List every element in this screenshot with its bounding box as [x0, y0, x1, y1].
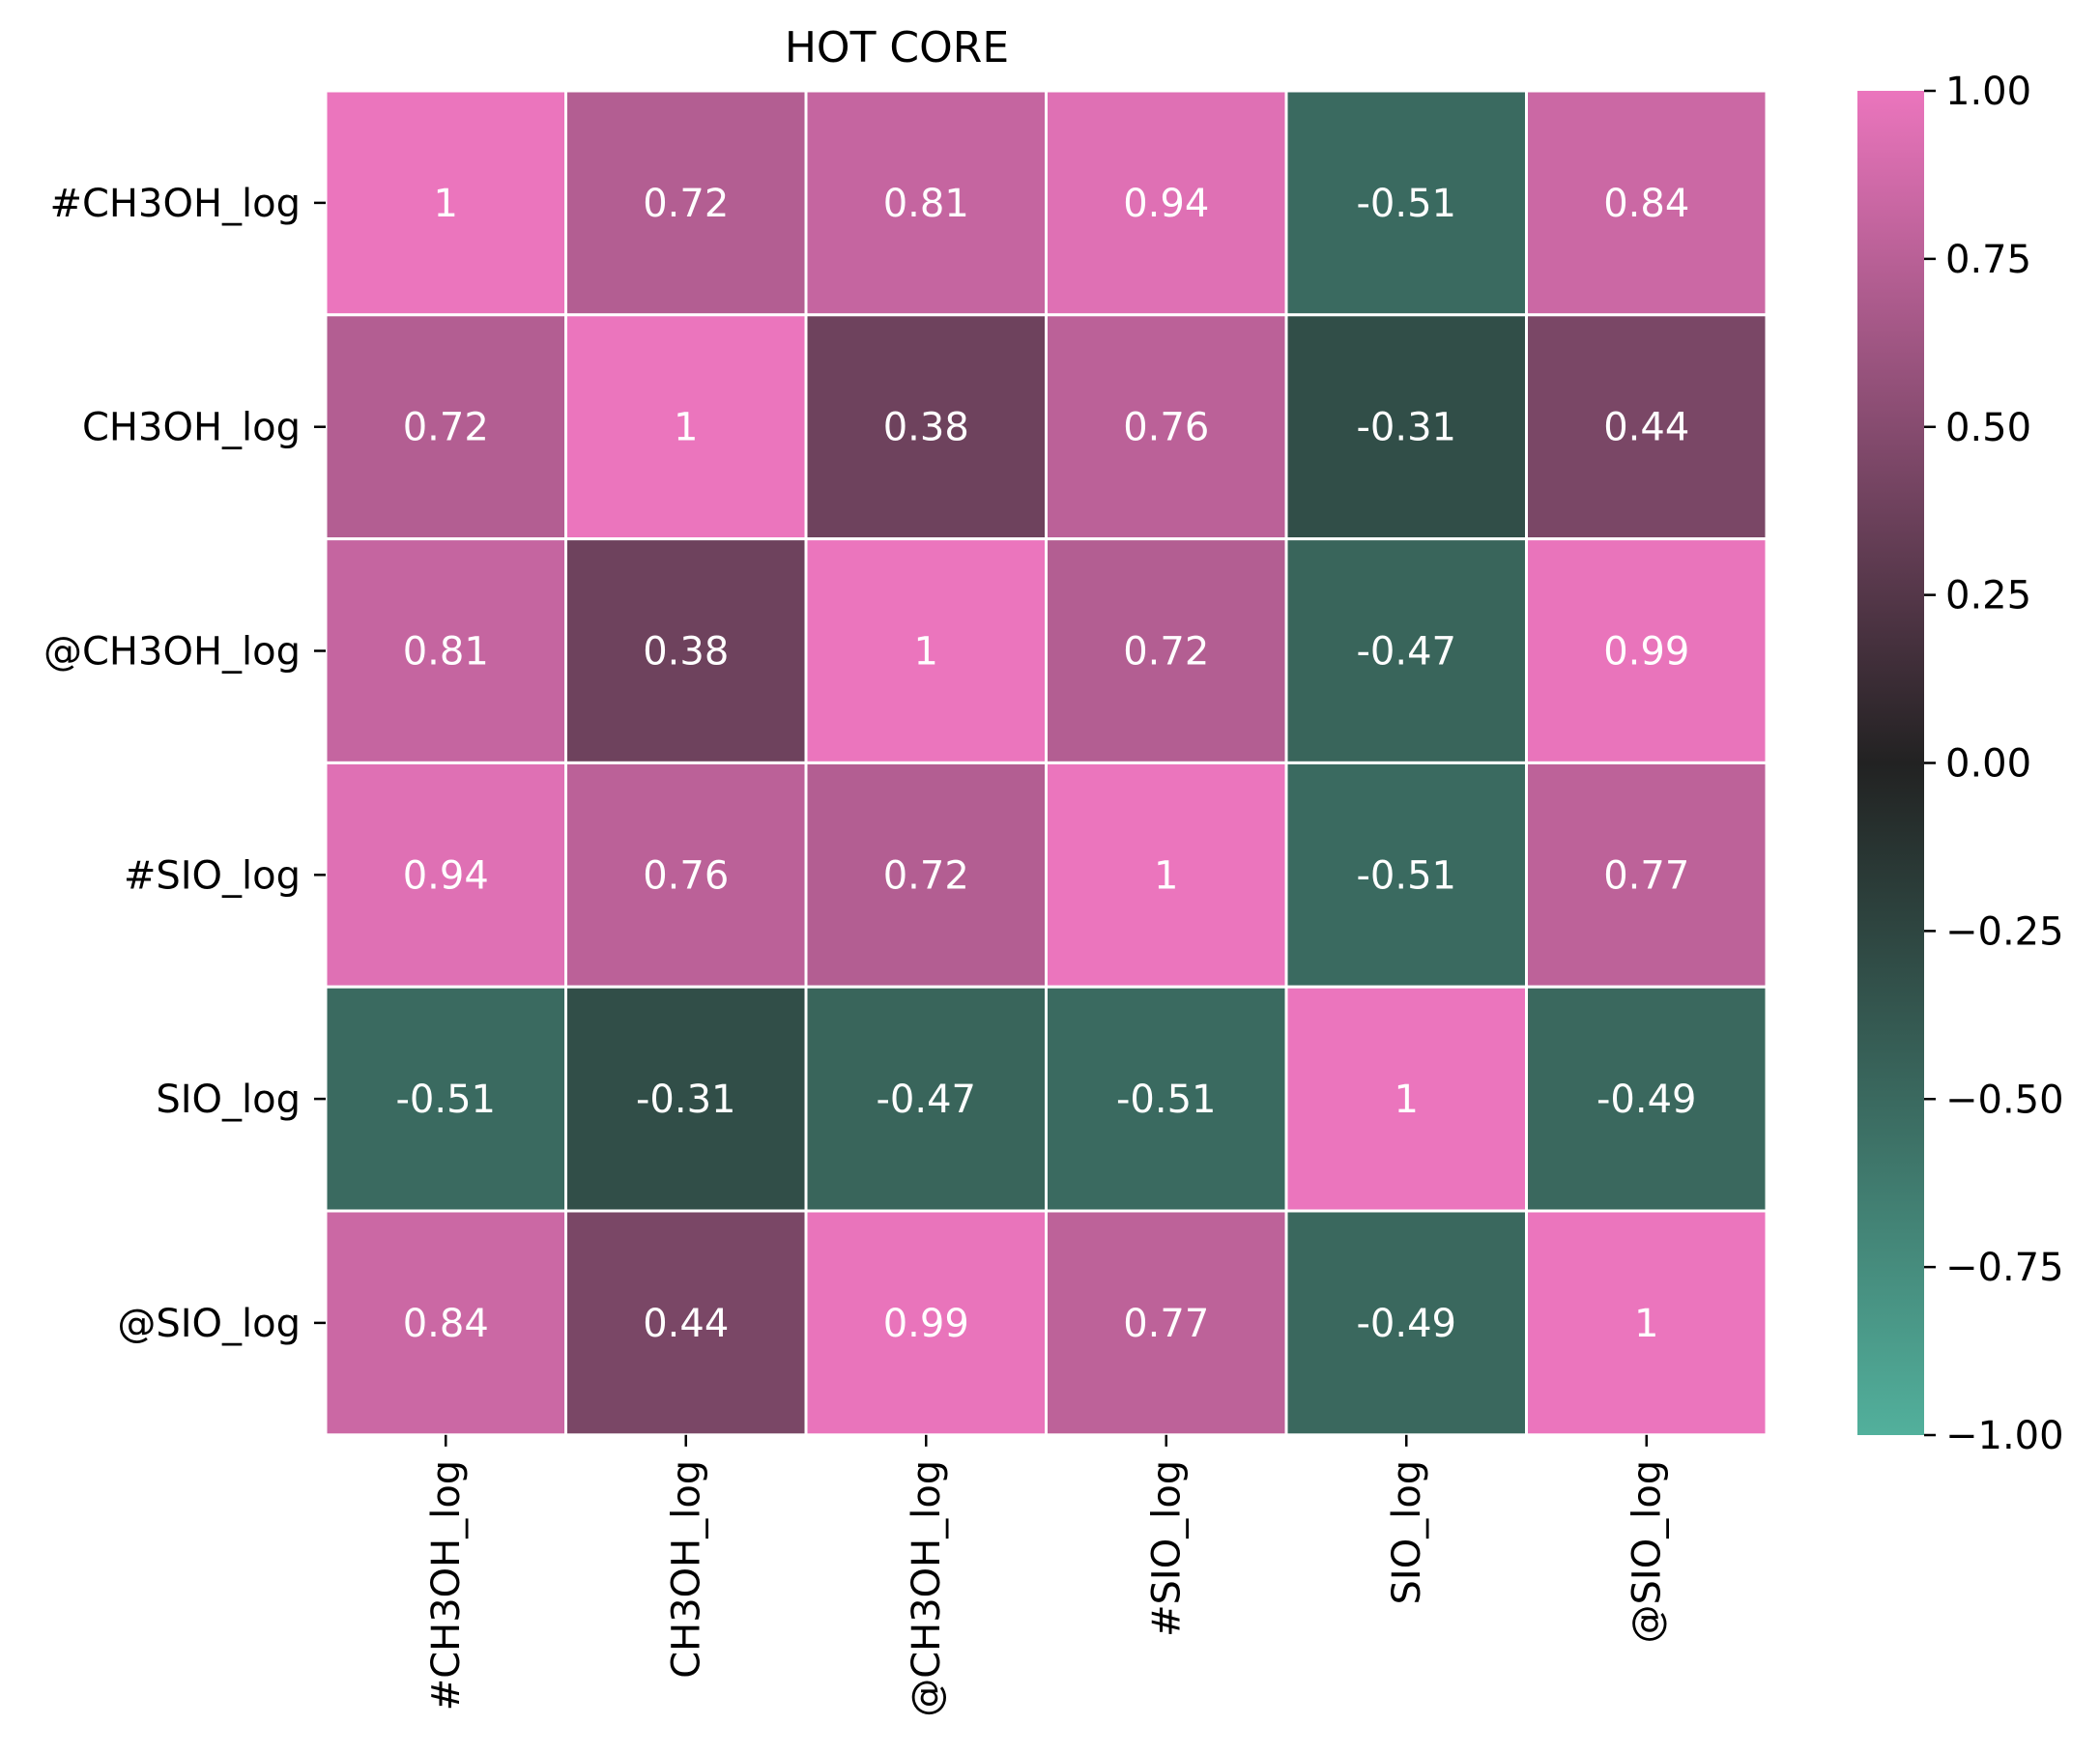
heatmap-cell-r5-c4 [1284, 1209, 1528, 1437]
cell-value-label-r4-c1: -0.31 [636, 1078, 736, 1122]
colorbar-tick-label-1: 0.75 [1945, 238, 2031, 282]
heatmap-cell-r5-c5 [1525, 1209, 1769, 1437]
heatmap-cell-r0-c4 [1284, 89, 1528, 317]
cell-value-label-r2-c0: 0.81 [403, 630, 489, 675]
cell-value-label-r0-c0: 1 [434, 182, 458, 226]
cell-value-label-r4-c5: -0.49 [1597, 1078, 1697, 1122]
heatmap-cell-r3-c3 [1045, 761, 1288, 989]
cell-value-label-r1-c0: 0.72 [403, 406, 489, 450]
y-tick-label-2: @CH3OH_log [43, 630, 301, 675]
heatmap-cell-r4-c3 [1045, 985, 1288, 1213]
cell-value-label-r2-c2: 1 [914, 630, 938, 675]
cell-value-label-r5-c3: 0.77 [1123, 1302, 1209, 1346]
x-tick-label-2: @CH3OH_log [905, 1460, 949, 1717]
cell-value-label-r0-c4: -0.51 [1357, 182, 1457, 226]
heatmap-cell-r3-c1 [564, 761, 808, 989]
x-axis-tick-labels: #CH3OH_log CH3OH_log @CH3OH_log #SIO_log SIO… [424, 1434, 1670, 1717]
cell-value-label-r2-c4: -0.47 [1357, 630, 1457, 675]
heatmap-cell-r2-c0 [324, 537, 567, 764]
cell-value-label-r5-c2: 0.99 [883, 1302, 969, 1346]
heatmap-cell-r5-c0 [324, 1209, 567, 1437]
y-tick-label-4: SIO_log [156, 1078, 301, 1122]
colorbar-tick-label-4: 0.00 [1945, 742, 2031, 787]
x-tick-label-5: @SIO_log [1625, 1460, 1670, 1644]
heatmap-cell-r4-c0 [324, 985, 567, 1213]
heatmap-cell-r3-c0 [324, 761, 567, 989]
cell-value-label-r3-c1: 0.76 [643, 853, 729, 898]
x-tick-label-4: SIO_log [1385, 1460, 1429, 1605]
heatmap-cell-r1-c5 [1525, 313, 1769, 541]
heatmap-cell-r3-c4 [1284, 761, 1528, 989]
y-tick-label-3: #SIO_log [124, 853, 301, 898]
y-tick-label-0: #CH3OH_log [49, 182, 301, 226]
cell-value-label-r0-c2: 0.81 [883, 182, 969, 226]
x-tick-label-1: CH3OH_log [665, 1460, 709, 1679]
colorbar-tick-label-0: 1.00 [1945, 70, 2031, 114]
heatmap-cell-r2-c4 [1284, 537, 1528, 764]
heatmap-cell-r1-c3 [1045, 313, 1288, 541]
heatmap-cell-r4-c2 [804, 985, 1048, 1213]
cell-value-label-r4-c4: 1 [1395, 1078, 1419, 1122]
colorbar-tick-label-8: −1.00 [1945, 1414, 2064, 1458]
colorbar-tick-label-6: −0.50 [1945, 1078, 2064, 1122]
heatmap-cell-r2-c3 [1045, 537, 1288, 764]
cell-value-label-r3-c3: 1 [1154, 853, 1178, 898]
heatmap-cell-r0-c2 [804, 89, 1048, 317]
cell-value-label-r1-c4: -0.31 [1357, 406, 1457, 450]
colorbar-tick-label-7: −0.75 [1945, 1246, 2064, 1290]
heatmap-cell-r3-c2 [804, 761, 1048, 989]
x-tick-label-3: #SIO_log [1145, 1460, 1190, 1637]
cell-value-label-r2-c1: 0.38 [643, 630, 729, 675]
heatmap-cell-r4-c5 [1525, 985, 1769, 1213]
heatmap-cell-r0-c3 [1045, 89, 1288, 317]
cell-value-label-r1-c3: 0.76 [1123, 406, 1209, 450]
cell-value-label-r0-c1: 0.72 [643, 182, 729, 226]
colorbar-tick-label-5: −0.25 [1945, 909, 2064, 954]
heatmap-cell-r3-c5 [1525, 761, 1769, 989]
y-tick-label-1: CH3OH_log [82, 406, 301, 450]
cell-value-label-r5-c0: 0.84 [403, 1302, 489, 1346]
cell-value-label-r3-c2: 0.72 [883, 853, 969, 898]
cell-value-label-r3-c0: 0.94 [403, 853, 489, 898]
cell-value-label-r3-c5: 0.77 [1603, 853, 1689, 898]
cell-value-label-r5-c5: 1 [1634, 1302, 1658, 1346]
colorbar-ticks: 1.00 0.75 0.50 0.25 0.00 −0.25 −0.50 −0.75 −1.00 [1924, 70, 2064, 1458]
cell-value-label-r5-c1: 0.44 [643, 1302, 729, 1346]
heatmap-cell-r4-c4 [1284, 985, 1528, 1213]
x-tick-label-0: #CH3OH_log [424, 1460, 469, 1711]
colorbar-tick-label-2: 0.50 [1945, 406, 2031, 450]
cell-value-label-r0-c5: 0.84 [1603, 182, 1689, 226]
cell-value-label-r1-c1: 1 [674, 406, 698, 450]
heatmap-cell-r0-c5 [1525, 89, 1769, 317]
cell-value-label-r4-c2: -0.47 [877, 1078, 977, 1122]
heatmap-cell-r1-c1 [564, 313, 808, 541]
heatmap-cell-r0-c0 [324, 89, 567, 317]
chart-title: HOT CORE [785, 23, 1009, 72]
cell-value-label-r2-c3: 0.72 [1123, 630, 1209, 675]
cell-value-label-r5-c4: -0.49 [1357, 1302, 1457, 1346]
cell-value-label-r0-c3: 0.94 [1123, 182, 1209, 226]
heatmap-cell-r0-c1 [564, 89, 808, 317]
colorbar-tick-label-3: 0.25 [1945, 574, 2031, 618]
cell-value-label-r4-c3: -0.51 [1116, 1078, 1217, 1122]
cell-value-label-r1-c2: 0.38 [883, 406, 969, 450]
heatmap-cells: 1 0.72 0.81 0.94 -0.51 0.84 0.72 1 0.38 0.76 -0.31… [324, 89, 1769, 1437]
colorbar: 1.00 0.75 0.50 0.25 0.00 −0.25 −0.50 −0.75 −1.00 [1857, 70, 2064, 1458]
heatmap-cell-r2-c5 [1525, 537, 1769, 764]
cell-value-label-r2-c5: 0.99 [1603, 630, 1689, 675]
cell-value-label-r1-c5: 0.44 [1603, 406, 1689, 450]
heatmap-cell-r2-c1 [564, 537, 808, 764]
cell-value-label-r4-c0: -0.51 [396, 1078, 497, 1122]
cell-value-label-r3-c4: -0.51 [1357, 853, 1457, 898]
colorbar-gradient [1857, 91, 1924, 1435]
y-axis-tick-labels: #CH3OH_log CH3OH_log @CH3OH_log #SIO_log SIO… [43, 182, 326, 1346]
y-tick-label-5: @SIO_log [117, 1302, 301, 1346]
